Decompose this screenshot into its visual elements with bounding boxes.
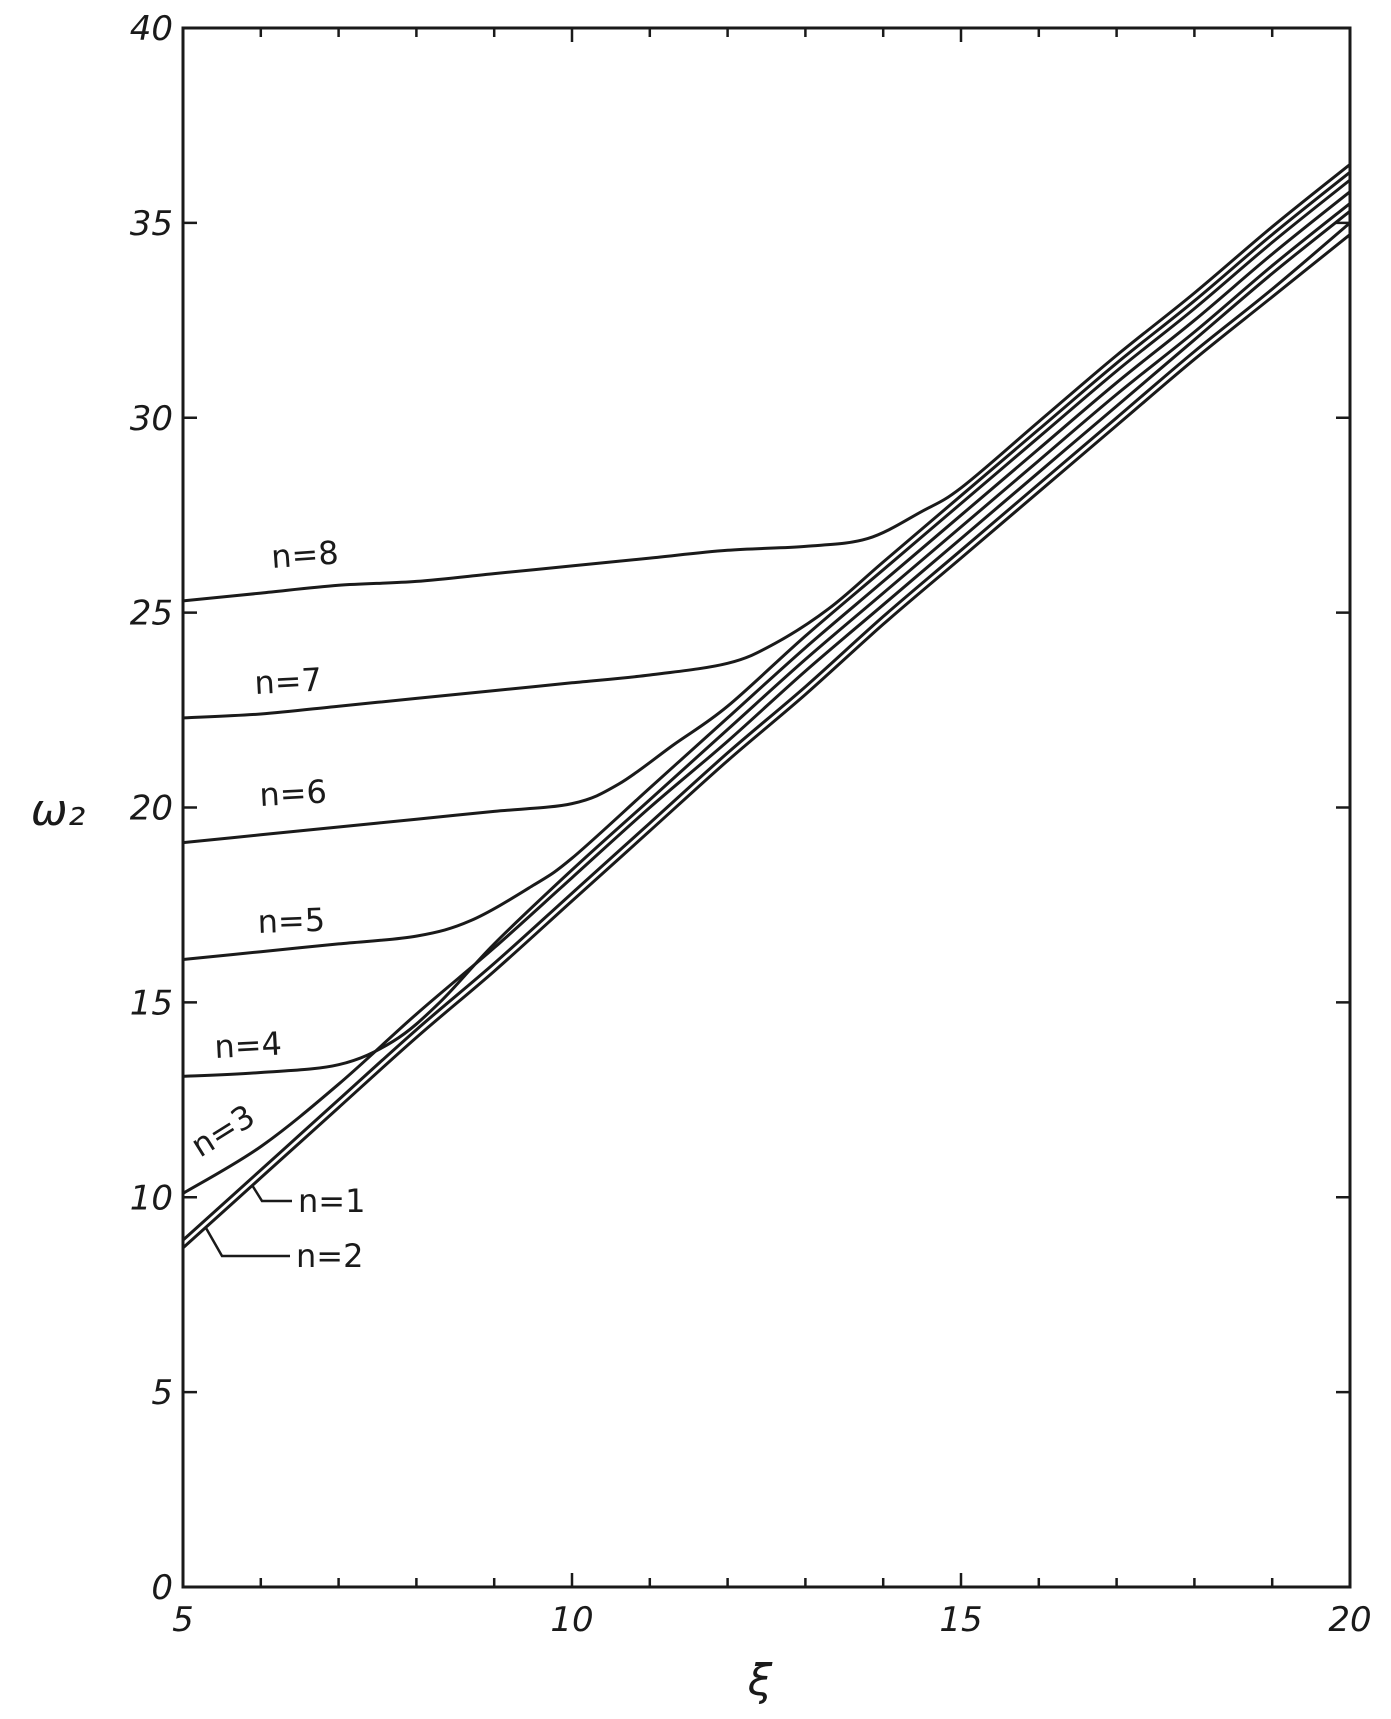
series-label-n8: n=8 xyxy=(270,533,340,576)
leader-line-n2 xyxy=(204,1227,290,1258)
series-line-n6 xyxy=(182,178,1351,845)
series-label-n5: n=5 xyxy=(257,901,326,941)
y-tick-label: 5 xyxy=(151,1373,173,1413)
series-line-n5 xyxy=(182,190,1351,961)
y-tick-label: 0 xyxy=(151,1568,173,1608)
series-label-n4: n=4 xyxy=(213,1025,282,1066)
x-tick-label: 15 xyxy=(939,1600,982,1640)
series-line-n8 xyxy=(182,163,1351,603)
series-line-n7 xyxy=(182,171,1351,720)
series-line-n3 xyxy=(182,210,1351,1195)
y-tick-label: 25 xyxy=(130,594,173,634)
series-label-n2: n=2 xyxy=(296,1237,363,1275)
series-line-n2 xyxy=(181,233,1351,1250)
series-line-n4 xyxy=(182,202,1351,1078)
leader-line-n1 xyxy=(250,1184,292,1203)
series-label-n7: n=7 xyxy=(253,661,322,702)
y-axis-title: ω₂ xyxy=(31,785,85,836)
x-tick-label: 20 xyxy=(1328,1600,1371,1640)
series-label-n6: n=6 xyxy=(258,773,327,814)
y-tick-label: 15 xyxy=(130,983,173,1023)
x-tick-label: 5 xyxy=(172,1600,194,1640)
y-tick-label: 40 xyxy=(130,9,173,49)
x-tick-label: 10 xyxy=(550,1600,593,1640)
y-tick-label: 20 xyxy=(130,789,173,829)
y-tick-label: 30 xyxy=(130,399,173,439)
x-axis-title: ξ xyxy=(747,1655,773,1706)
y-tick-label: 10 xyxy=(130,1178,173,1218)
y-tick-label: 35 xyxy=(130,204,173,244)
series-label-n1: n=1 xyxy=(298,1182,365,1220)
plot-frame xyxy=(181,26,1352,1589)
series-line-n1 xyxy=(181,221,1351,1242)
